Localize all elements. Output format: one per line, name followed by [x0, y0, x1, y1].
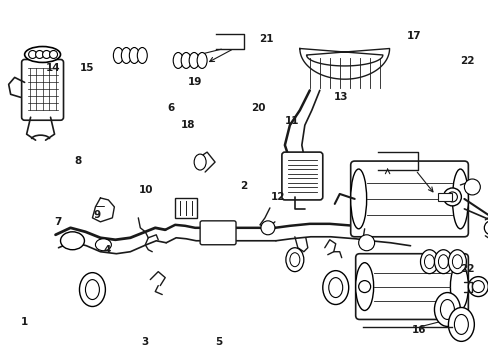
Ellipse shape	[440, 300, 453, 319]
Ellipse shape	[447, 192, 456, 202]
Ellipse shape	[424, 255, 433, 269]
Ellipse shape	[61, 232, 84, 250]
Ellipse shape	[129, 48, 139, 63]
Ellipse shape	[449, 263, 468, 310]
Bar	[175, 198, 197, 218]
Text: 5: 5	[215, 337, 223, 347]
Ellipse shape	[80, 273, 105, 306]
Text: 8: 8	[74, 156, 81, 166]
Ellipse shape	[483, 221, 488, 235]
Text: 2: 2	[240, 181, 246, 192]
Ellipse shape	[24, 46, 61, 62]
Ellipse shape	[189, 53, 199, 68]
Ellipse shape	[433, 250, 451, 274]
Ellipse shape	[194, 154, 205, 170]
Text: 19: 19	[187, 77, 202, 87]
Ellipse shape	[447, 307, 473, 341]
Text: 7: 7	[55, 217, 62, 227]
Ellipse shape	[197, 53, 207, 68]
Ellipse shape	[285, 248, 303, 272]
Text: 17: 17	[406, 31, 421, 41]
Ellipse shape	[443, 188, 461, 206]
Bar	[438, 193, 451, 201]
Ellipse shape	[29, 50, 37, 58]
Text: 4: 4	[103, 245, 110, 255]
Text: 9: 9	[94, 210, 101, 220]
Ellipse shape	[121, 48, 131, 63]
Text: 22: 22	[460, 264, 474, 274]
Ellipse shape	[322, 271, 348, 305]
Text: 1: 1	[20, 317, 28, 327]
Ellipse shape	[438, 255, 447, 269]
Text: 10: 10	[139, 185, 153, 195]
Ellipse shape	[137, 48, 147, 63]
FancyBboxPatch shape	[281, 152, 322, 200]
Ellipse shape	[113, 48, 123, 63]
Ellipse shape	[464, 179, 479, 195]
Text: 22: 22	[460, 56, 474, 66]
Ellipse shape	[433, 293, 459, 327]
Ellipse shape	[85, 280, 99, 300]
Ellipse shape	[173, 53, 183, 68]
Ellipse shape	[350, 169, 366, 229]
Ellipse shape	[453, 315, 468, 334]
Ellipse shape	[95, 239, 111, 251]
Text: 12: 12	[270, 192, 285, 202]
FancyBboxPatch shape	[21, 59, 63, 120]
Ellipse shape	[42, 50, 50, 58]
Ellipse shape	[447, 250, 466, 274]
Text: 14: 14	[46, 63, 61, 73]
FancyBboxPatch shape	[350, 161, 468, 237]
Ellipse shape	[420, 250, 438, 274]
Ellipse shape	[181, 53, 191, 68]
Text: 20: 20	[250, 103, 265, 113]
Text: 15: 15	[80, 63, 95, 73]
Ellipse shape	[358, 280, 370, 293]
Text: 21: 21	[259, 35, 273, 44]
Text: 6: 6	[167, 103, 175, 113]
Ellipse shape	[468, 276, 488, 297]
Text: 11: 11	[285, 116, 299, 126]
Ellipse shape	[358, 235, 374, 251]
Ellipse shape	[49, 50, 58, 58]
Ellipse shape	[36, 50, 43, 58]
Ellipse shape	[261, 221, 274, 235]
Ellipse shape	[471, 280, 483, 293]
Ellipse shape	[451, 255, 462, 269]
Ellipse shape	[289, 253, 299, 267]
Polygon shape	[299, 49, 389, 79]
FancyBboxPatch shape	[355, 254, 468, 319]
Text: 13: 13	[333, 92, 347, 102]
Ellipse shape	[355, 263, 373, 310]
FancyBboxPatch shape	[200, 221, 236, 245]
Ellipse shape	[328, 278, 342, 298]
Ellipse shape	[451, 169, 468, 229]
Text: 3: 3	[141, 337, 148, 347]
Ellipse shape	[202, 223, 234, 243]
Text: 16: 16	[411, 325, 426, 335]
Text: 18: 18	[181, 121, 195, 130]
